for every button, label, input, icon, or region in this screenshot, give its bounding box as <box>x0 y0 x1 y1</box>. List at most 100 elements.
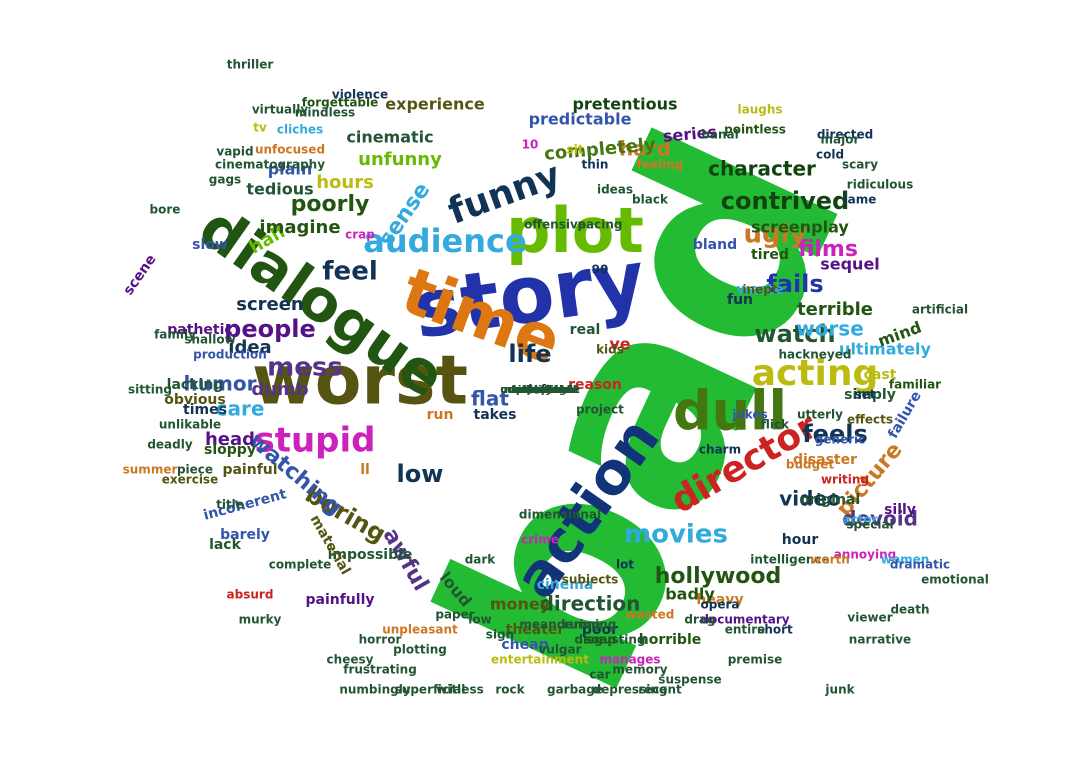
word-rock-209: rock <box>495 683 525 697</box>
word-ideas-180: ideas <box>597 183 633 197</box>
word-death-160: death <box>890 603 929 617</box>
word-sequel-59: sequel <box>820 255 880 274</box>
word-video-33: video <box>779 487 841 511</box>
word-virtually-141: virtually <box>252 103 308 117</box>
word-predictable-50: predictable <box>529 110 632 129</box>
word-horror-155: horror <box>359 633 402 647</box>
word-lot-136: lot <box>616 558 634 572</box>
word-pathetic-88: pathetic <box>167 322 232 338</box>
word-utterly-110: utterly <box>797 408 843 422</box>
word-mindless-105: mindless <box>295 106 355 120</box>
word-impossible-79: impossible <box>328 547 413 563</box>
word-major-184: major <box>821 133 860 147</box>
word-unpleasant-151: unpleasant <box>382 623 458 637</box>
word-sign-156: sign <box>486 628 514 642</box>
word-product-220: product <box>516 383 564 396</box>
word-drag-195: drag <box>684 613 715 627</box>
word-gags-179: gags <box>209 173 241 187</box>
word-hours-53: hours <box>316 172 374 193</box>
word-tired-98: tired <box>751 247 789 263</box>
word-bore-173: bore <box>150 203 181 217</box>
word-real-90: real <box>570 322 601 338</box>
word-plotting-198: plotting <box>393 643 447 657</box>
word-obvious-87: obvious <box>164 392 225 408</box>
word-painfully-81: painfully <box>305 592 374 608</box>
word-leave-219: leave <box>523 383 556 396</box>
word-documentary-121: documentary <box>700 613 789 627</box>
word-deadly-148: deadly <box>147 438 193 452</box>
word-opera-119: opera <box>701 598 740 612</box>
word-murky-154: murky <box>239 613 282 627</box>
word-series-57: series <box>662 122 718 146</box>
word-hollywood-25: hollywood <box>655 564 782 589</box>
word-recent-204: recent <box>638 683 682 697</box>
word-hackneyed-112: hackneyed <box>779 348 852 362</box>
word-slow-100: slow <box>192 237 228 253</box>
word-left-135: left <box>528 383 551 397</box>
word-stupid-10: stupid <box>254 421 375 461</box>
word-watch-17: watch <box>754 320 835 348</box>
word-cinematic-56: cinematic <box>346 128 433 147</box>
word-takes-95: takes <box>474 407 517 423</box>
word-memory-193: memory <box>612 663 667 677</box>
word-excuse-228: excuse <box>519 383 562 396</box>
word-lacking-86: lacking <box>167 377 224 393</box>
word-people-15: people <box>224 315 316 343</box>
word-ve-92: ve <box>609 335 630 354</box>
word-poor-77: poor <box>582 622 618 638</box>
word-waste-62: waste <box>737 282 784 298</box>
word-direction-39: direction <box>540 592 641 616</box>
word-writing-115: writing <box>821 473 869 487</box>
word-screen-44: screen <box>236 294 304 315</box>
word-garbage-206: garbage <box>547 683 603 697</box>
word-title-170: title <box>216 498 244 512</box>
word-pointless-103: pointless <box>724 123 786 137</box>
word-past-212: past <box>526 383 553 396</box>
word-low-196: low <box>468 613 491 627</box>
word-piece-169: piece <box>177 463 213 477</box>
word-forgettable-106: forgettable <box>302 96 379 110</box>
word-flat-46: flat <box>471 387 509 411</box>
word-films-34: films <box>798 237 858 262</box>
word-pacing-167: pacing <box>577 218 622 232</box>
word-dumb-42: dumb <box>251 379 308 400</box>
word-sloppy-84: sloppy <box>204 442 256 458</box>
word-feeling-182: feeling <box>637 158 684 172</box>
word-low-31: low <box>397 460 444 488</box>
word-fun-96: fun <box>727 292 753 308</box>
word-junk-210: junk <box>824 683 855 697</box>
word-sitting-171: sitting <box>128 383 172 397</box>
word-plain-55: plain <box>268 160 313 179</box>
word-production-146: production <box>193 348 267 362</box>
word-character-27: character <box>708 157 816 181</box>
word-intelligence-113: intelligence <box>750 553 829 567</box>
word-talent-216: talent <box>521 383 558 396</box>
word-cinema-78: cinema <box>537 577 594 593</box>
word-jokes-114: jokes <box>731 408 767 422</box>
word-bland-97: bland <box>693 237 737 253</box>
word-emotional-127: emotional <box>921 573 989 587</box>
word-scary-185: scary <box>842 158 878 172</box>
word-short-122: short <box>757 623 793 637</box>
word-worth-161: worth <box>810 553 850 567</box>
word-feel-14: feel <box>322 257 378 287</box>
word-uninspired-224: uninspired <box>507 383 573 396</box>
word-tiresome-227: tiresome <box>513 383 568 396</box>
word-thin-108: thin <box>582 158 609 172</box>
word-annoying-116: annoying <box>834 548 897 562</box>
word-plot-4: plot <box>506 194 644 267</box>
word-ugly-18: ugly <box>744 220 807 250</box>
word-lazy-217: lazy <box>528 383 553 396</box>
word-set-134: set <box>854 388 875 402</box>
word-depressing-205: depressing <box>593 683 668 697</box>
word-actor-130: actor <box>842 513 877 527</box>
word-hour-69: hour <box>782 532 819 548</box>
word-summer-149: summer <box>123 463 178 477</box>
word-paper-197: paper <box>435 608 474 622</box>
word-unfunny-26: unfunny <box>358 149 442 170</box>
word-vulgar-203: vulgar <box>538 643 581 657</box>
word-classic-221: classic <box>519 383 560 396</box>
word-sit-176: sit <box>567 143 584 157</box>
word-disaster-66: disaster <box>793 452 857 468</box>
